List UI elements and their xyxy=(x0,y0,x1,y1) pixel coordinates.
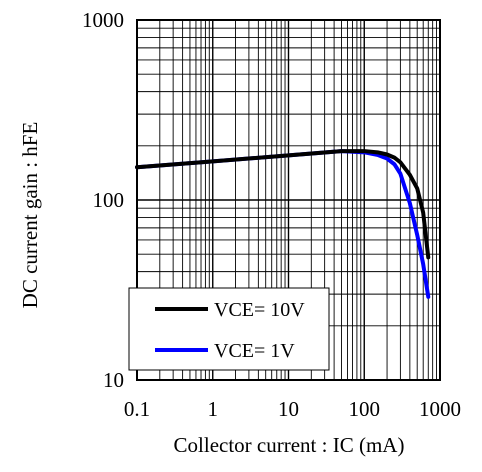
x-tick-label: 10 xyxy=(278,397,299,421)
series-line-vce-10v xyxy=(135,149,431,260)
legend-label-vce-10v: VCE= 10V xyxy=(214,299,305,321)
y-tick-label: 10 xyxy=(103,368,124,392)
y-tick-label: 100 xyxy=(93,188,125,212)
y-axis-label: DC current gain : hFE xyxy=(18,122,42,309)
legend-label-vce-1v: VCE= 1V xyxy=(214,340,295,362)
plot-series xyxy=(135,149,431,299)
x-tick-label: 0.1 xyxy=(124,397,150,421)
tick-labels: 0.1 1 10 100 1000 10 100 1000 xyxy=(82,8,461,421)
x-tick-label: 1 xyxy=(208,397,219,421)
plot-frame xyxy=(136,19,441,381)
x-tick-label: 100 xyxy=(349,397,381,421)
legend-box xyxy=(128,287,330,371)
legend: VCE= 10V VCE= 1V xyxy=(128,287,330,371)
y-tick-label: 1000 xyxy=(82,8,124,32)
x-axis-label: Collector current : IC (mA) xyxy=(174,433,405,457)
x-tick-label: 1000 xyxy=(419,397,461,421)
